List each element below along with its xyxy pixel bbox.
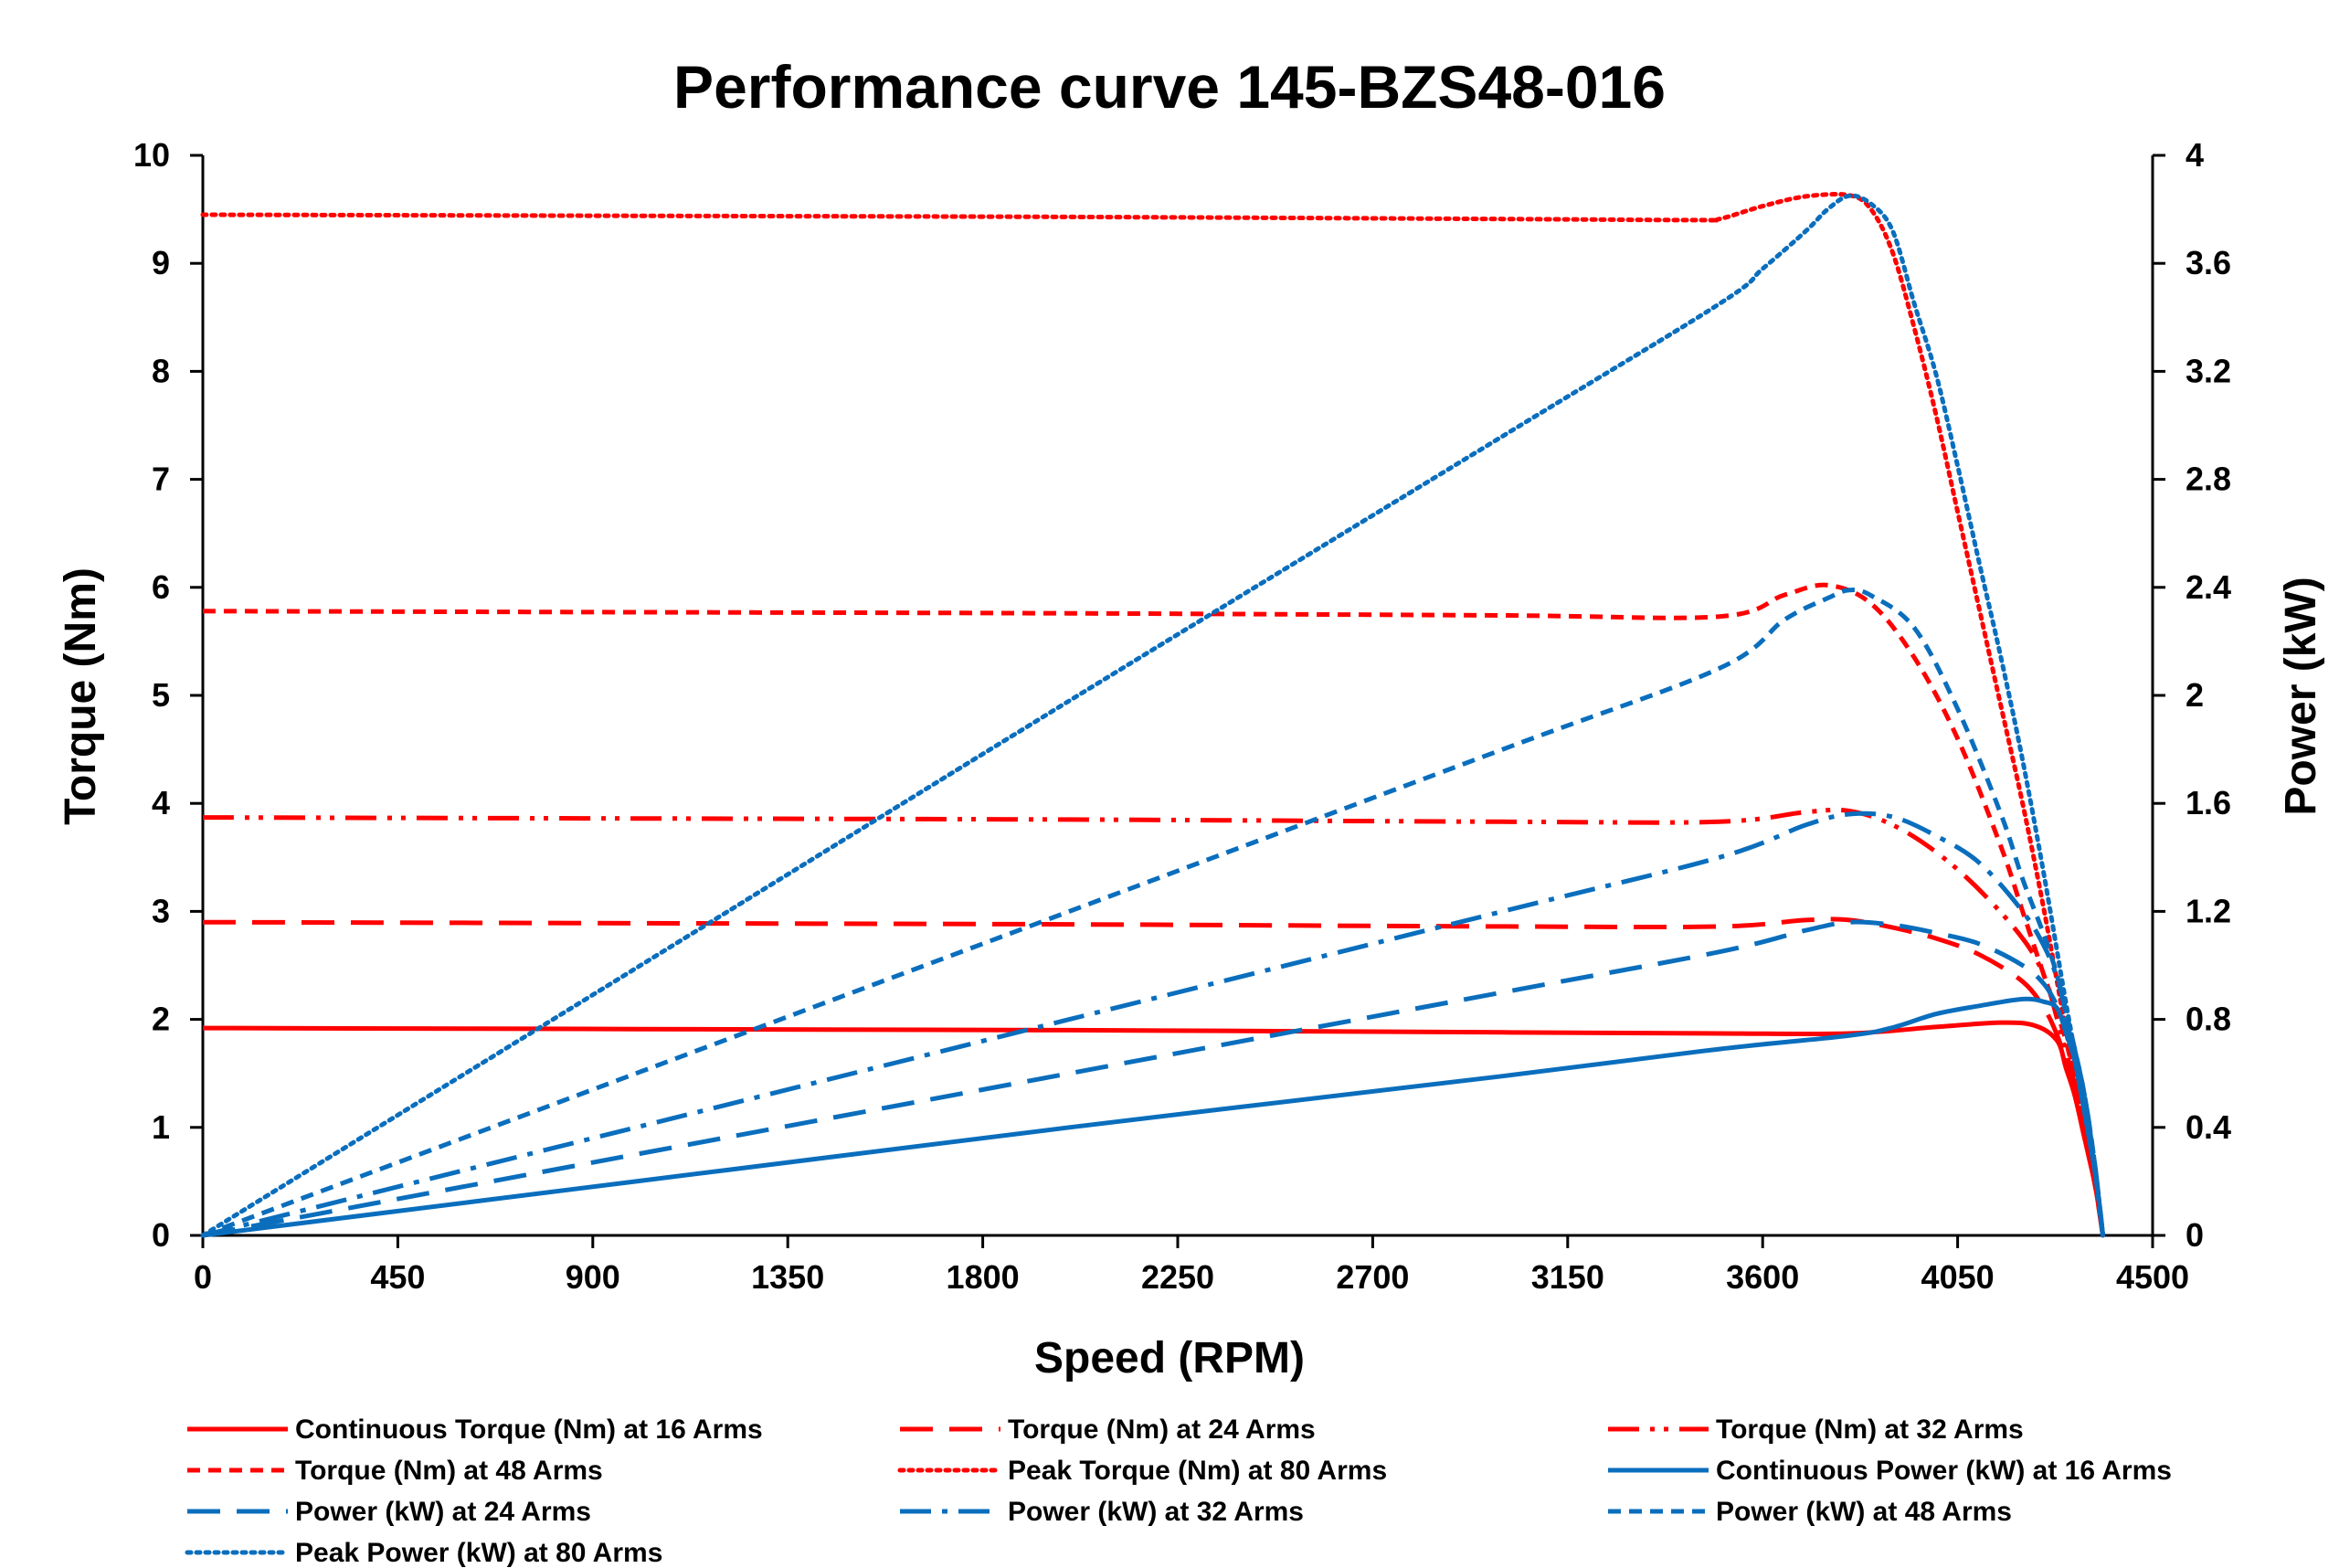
legend-label: Torque (Nm) at 24 Arms <box>1008 1414 1316 1445</box>
y-axis-label: Torque (Nm) <box>57 567 105 825</box>
series-line-5 <box>200 192 2105 1238</box>
series-line-9 <box>202 588 2105 1238</box>
x-tick-label: 3600 <box>1726 1258 1799 1296</box>
y-tick-label: 9 <box>152 244 170 281</box>
y2-tick-label: 3.2 <box>2186 352 2231 389</box>
legend-label: Power (kW) at 24 Arms <box>295 1497 591 1527</box>
legend-label: Peak Torque (Nm) at 80 Arms <box>1008 1456 1387 1486</box>
x-tick-label: 900 <box>566 1258 620 1296</box>
axes: 0 450 900 1350 1800 2250 2700 3150 3600 4050 45000… <box>133 136 2231 1296</box>
legend-label: Torque (Nm) at 32 Arms <box>1716 1414 2024 1445</box>
y2-tick-label: 0.8 <box>2186 1001 2231 1038</box>
legend-label: Continuous Power (kW) at 16 Arms <box>1716 1456 2172 1486</box>
legend-label: Torque (Nm) at 48 Arms <box>295 1456 603 1486</box>
y-tick-label: 10 <box>133 136 170 174</box>
series-line-2 <box>202 916 2105 1236</box>
y2-tick-label: 1.6 <box>2186 784 2231 821</box>
y-tick-label: 0 <box>152 1216 170 1254</box>
x-tick-label: 2700 <box>1336 1258 1409 1296</box>
y2-tick-label: 0.4 <box>2186 1108 2231 1146</box>
y2-axis-label: Power (kW) <box>2277 577 2325 815</box>
x-tick-label: 2250 <box>1141 1258 1214 1296</box>
y2-tick-label: 4 <box>2186 136 2204 174</box>
y2-tick-label: 3.6 <box>2186 244 2231 281</box>
x-tick-label: 4050 <box>1921 1258 1995 1296</box>
x-axis-label: Speed (RPM) <box>1034 1334 1305 1383</box>
series-line-10 <box>200 193 2105 1238</box>
y2-tick-label: 2.8 <box>2186 461 2231 498</box>
y-tick-label: 3 <box>152 892 170 929</box>
y-tick-label: 7 <box>152 461 170 498</box>
series-layer <box>200 192 2105 1238</box>
x-tick-label: 3150 <box>1531 1258 1604 1296</box>
x-tick-label: 0 <box>194 1258 212 1296</box>
y-tick-label: 8 <box>152 352 170 389</box>
series-line-3 <box>202 807 2105 1236</box>
y-tick-label: 5 <box>152 676 170 714</box>
x-tick-label: 4500 <box>2116 1258 2189 1296</box>
legend: Continuous Torque (Nm) at 16 Arms Torque … <box>185 1414 2172 1568</box>
series-line-8 <box>202 810 2105 1238</box>
series-line-4 <box>202 582 2105 1236</box>
chart-title: Performance curve 145-BZS48-016 <box>673 53 1666 121</box>
legend-label: Peak Power (kW) at 80 Arms <box>295 1538 662 1568</box>
x-tick-label: 1350 <box>751 1258 824 1296</box>
legend-label: Power (kW) at 48 Arms <box>1716 1497 2012 1527</box>
y2-tick-label: 2 <box>2186 676 2204 714</box>
legend-label: Continuous Torque (Nm) at 16 Arms <box>295 1414 763 1445</box>
x-tick-label: 1800 <box>947 1258 1020 1296</box>
y-tick-label: 2 <box>152 1001 170 1038</box>
y-tick-label: 6 <box>152 568 170 606</box>
legend-label: Power (kW) at 32 Arms <box>1008 1497 1304 1527</box>
y-tick-label: 1 <box>152 1108 170 1146</box>
y2-tick-label: 2.4 <box>2186 568 2231 606</box>
series-line-7 <box>202 919 2105 1238</box>
x-tick-label: 450 <box>370 1258 425 1296</box>
y2-tick-label: 0 <box>2186 1216 2204 1254</box>
y2-tick-label: 1.2 <box>2186 892 2231 929</box>
y-tick-label: 4 <box>152 784 170 821</box>
